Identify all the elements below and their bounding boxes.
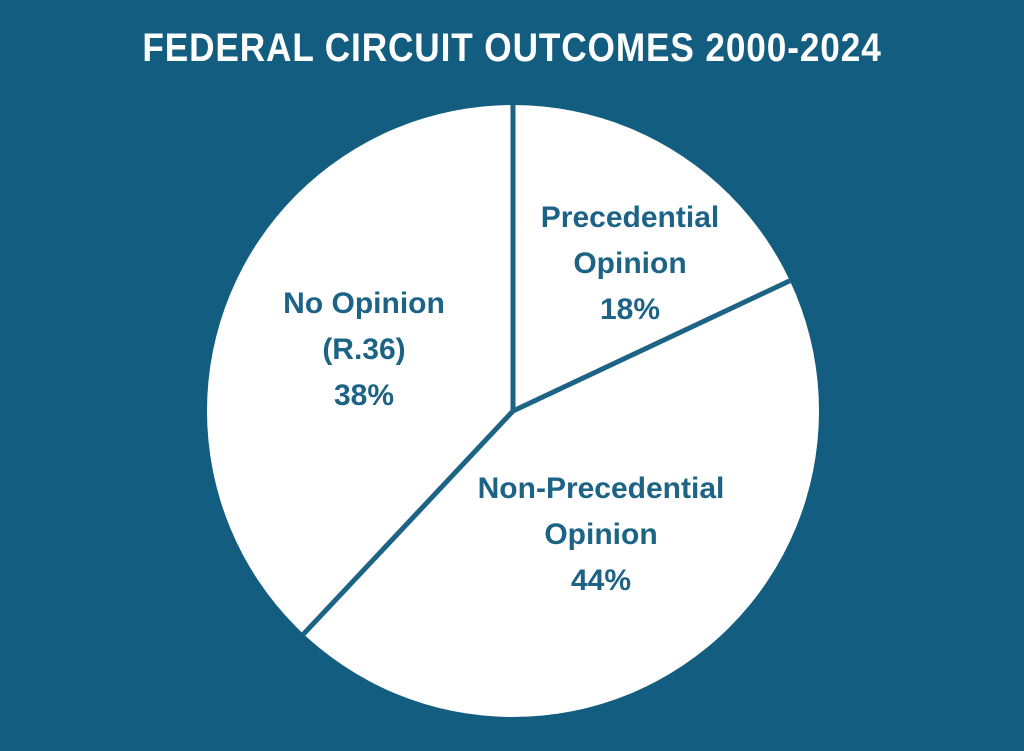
slice-label-line: No Opinion (283, 287, 445, 320)
slice-percent-value: 38% (333, 379, 395, 412)
slice-label-precedential-opinion: Precedential Opinion 18% (541, 195, 719, 333)
slice-label-line: Precedential (540, 201, 720, 234)
slice-label-line: Opinion (544, 518, 658, 551)
chart-title: FEDERAL CIRCUIT OUTCOMES 2000-2024 (142, 26, 882, 70)
slice-label-line: (R.36) (322, 333, 406, 366)
slice-label-no-opinion: No Opinion (R.36) 38% (283, 281, 445, 419)
slice-label-non-precedential-opinion: Non-Precedential Opinion 44% (478, 466, 725, 604)
slice-label-line: Non-Precedential (477, 472, 725, 505)
slice-percent-value: 44% (570, 564, 632, 597)
slice-label-line: Opinion (573, 247, 687, 280)
slice-percent-value: 18% (599, 293, 661, 326)
